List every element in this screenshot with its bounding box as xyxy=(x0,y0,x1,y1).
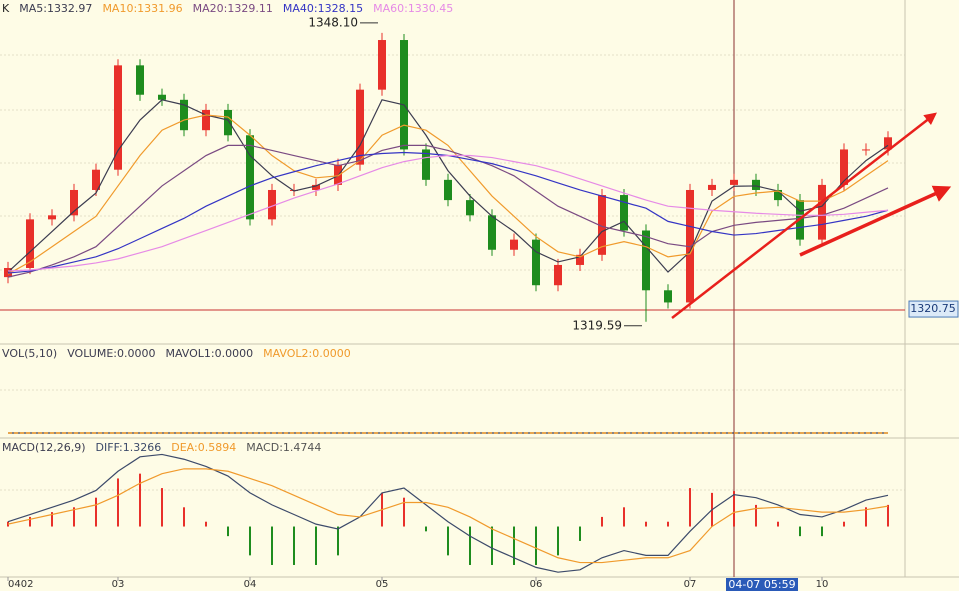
price-label-box xyxy=(908,300,959,318)
candle-body xyxy=(48,215,56,220)
x-tick-label: 10 xyxy=(816,579,829,590)
ma-line xyxy=(7,154,889,272)
macd-label: MACD:1.4744 xyxy=(246,441,321,454)
candle-body xyxy=(224,109,232,136)
cursor-label: 04-07 05:59 xyxy=(728,578,795,591)
volume-label: VOLUME:0.0000 xyxy=(67,347,155,360)
candle-body xyxy=(708,184,716,190)
candle-body xyxy=(664,290,672,303)
ma-line xyxy=(7,144,889,278)
legend-entry: MA10:1331.96 xyxy=(102,2,182,15)
candle-body xyxy=(246,135,254,220)
candle-body xyxy=(400,40,408,150)
trend-arrow xyxy=(799,185,952,257)
macd-label: DIFF:1.3266 xyxy=(96,441,162,454)
candle-body xyxy=(444,179,452,201)
candle-body xyxy=(70,189,78,216)
volume-label: MAVOL2:0.0000 xyxy=(263,347,351,360)
candle-body xyxy=(136,65,144,95)
x-tick-label: 04 xyxy=(244,579,257,590)
x-tick-label: 06 xyxy=(530,579,543,590)
candle-body xyxy=(554,264,562,286)
x-tick-label: 07 xyxy=(684,579,697,590)
panel-borders xyxy=(0,0,959,578)
trend-arrow xyxy=(671,112,937,319)
x-tick-label: 05 xyxy=(376,579,389,590)
candle-body xyxy=(620,195,628,231)
ma-line xyxy=(7,99,889,273)
candle-body xyxy=(774,189,782,201)
price-label: 1320.75 xyxy=(910,302,956,315)
volume-label: VOL(5,10) xyxy=(2,347,57,360)
candle-body xyxy=(312,184,320,190)
candle-body xyxy=(26,219,34,268)
annotation: 1319.59 xyxy=(572,318,622,332)
candle-body xyxy=(576,254,584,265)
grid xyxy=(0,54,905,491)
candle-body xyxy=(114,65,122,170)
legend-entry: MA5:1332.97 xyxy=(19,2,92,15)
indicator-label: K xyxy=(2,2,10,15)
legend-entry: MA20:1329.11 xyxy=(193,2,273,15)
candle-body xyxy=(598,195,606,255)
candle-body xyxy=(752,179,760,190)
candle-body xyxy=(268,189,276,220)
diff-line xyxy=(7,453,889,573)
candle-body xyxy=(422,149,430,180)
candle-body xyxy=(818,184,826,240)
volume-label: MAVOL1:0.0000 xyxy=(165,347,253,360)
x-tick-label: 03 xyxy=(112,579,125,590)
candle-body xyxy=(642,230,650,291)
candle-body xyxy=(884,137,892,150)
candle-body xyxy=(378,40,386,90)
candle-body xyxy=(532,239,540,286)
candle-body xyxy=(840,149,848,185)
candle-body xyxy=(158,94,166,100)
legend-entry: MA40:1328.15 xyxy=(283,2,363,15)
annotation: 1348.10 xyxy=(308,15,358,29)
cursor-label-box xyxy=(726,578,798,591)
macd-label: DEA:0.5894 xyxy=(171,441,236,454)
trend-arrows xyxy=(671,112,952,319)
candle-body xyxy=(730,179,738,185)
candle-body xyxy=(180,99,188,131)
candle-body xyxy=(92,169,100,190)
legend-entry: MA60:1330.45 xyxy=(373,2,453,15)
candle-body xyxy=(510,239,518,250)
candle-body xyxy=(488,215,496,250)
candle-body xyxy=(862,149,870,151)
ma-line xyxy=(7,114,889,275)
x-tick-label: 0402 xyxy=(8,579,33,590)
macd-label: MACD(12,26,9) xyxy=(2,441,86,454)
candle-body xyxy=(202,109,210,131)
candle-body xyxy=(466,200,474,216)
dea-line xyxy=(7,468,889,564)
candle-body xyxy=(356,89,364,165)
